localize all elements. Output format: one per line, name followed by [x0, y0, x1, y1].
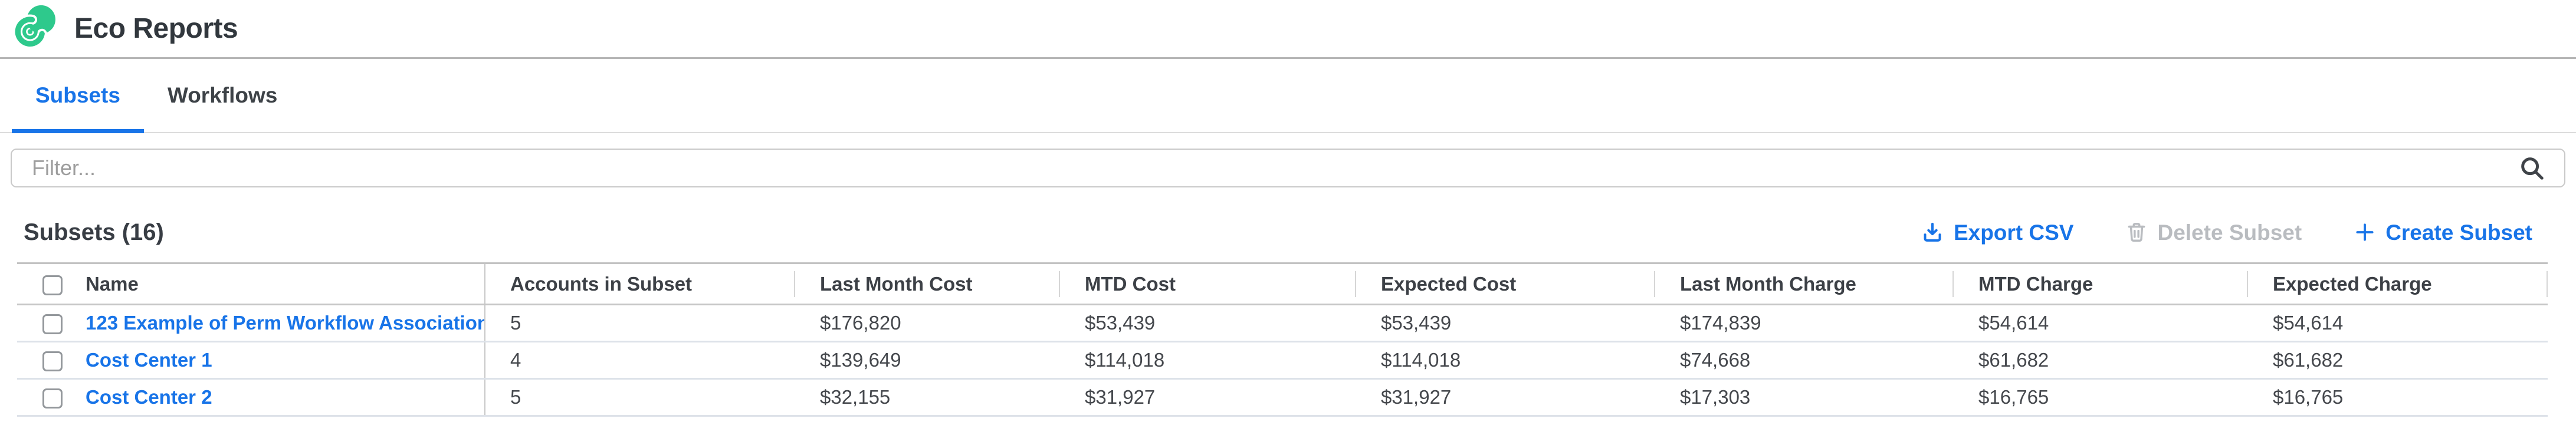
subset-name-cell: Cost Center 2: [74, 378, 485, 417]
search-icon: [2518, 154, 2545, 182]
table-cell: $114,018: [1356, 341, 1655, 380]
table-cell: $114,018: [1060, 341, 1356, 380]
column-header-last-month-cost[interactable]: Last Month Cost: [795, 263, 1060, 305]
table-cell: $31,927: [1356, 378, 1655, 417]
eco-logo-icon: [9, 4, 60, 54]
app-header: Eco Reports: [0, 0, 2576, 59]
row-checkbox-cell: [17, 341, 74, 380]
page-title: Eco Reports: [74, 13, 238, 44]
plus-icon: [2354, 221, 2376, 243]
select-all-checkbox[interactable]: [42, 275, 63, 295]
table-cell: $53,439: [1060, 304, 1356, 342]
column-header-mtd-cost[interactable]: MTD Cost: [1060, 263, 1356, 305]
table-cell: $61,682: [2248, 341, 2548, 380]
table-cell: 4: [485, 341, 795, 380]
export-csv-label: Export CSV: [1953, 220, 2074, 245]
trash-icon: [2125, 221, 2148, 243]
subsets-toolbar: Subsets (16) Export CSV De: [0, 218, 2576, 246]
table-row: Cost Center 1 4 $139,649 $114,018 $114,018 $7…: [17, 341, 2548, 380]
column-header-mtd-charge[interactable]: MTD Charge: [1954, 263, 2248, 305]
table-cell: $54,614: [2248, 304, 2548, 342]
subset-link[interactable]: Cost Center 1: [86, 349, 212, 371]
table-cell: $16,765: [1954, 378, 2248, 417]
delete-subset-button[interactable]: Delete Subset: [2125, 221, 2302, 243]
table-cell: $139,649: [795, 341, 1060, 380]
row-checkbox[interactable]: [42, 314, 63, 335]
toolbar-actions: Export CSV Delete Subset Create Subset: [1921, 220, 2532, 244]
column-header-accounts[interactable]: Accounts in Subset: [485, 263, 795, 305]
table-cell: $176,820: [795, 304, 1060, 342]
subset-name-cell: 123 Example of Perm Workflow Association: [74, 304, 485, 342]
table-cell: $16,765: [2248, 378, 2548, 417]
column-header-last-month-charge[interactable]: Last Month Charge: [1655, 263, 1954, 305]
row-checkbox-cell: [17, 378, 74, 417]
table-cell: 5: [485, 378, 795, 417]
table-cell: $32,155: [795, 378, 1060, 417]
tab-workflows[interactable]: Workflows: [167, 83, 278, 107]
filter-bar: [11, 149, 2565, 187]
export-csv-button[interactable]: Export CSV: [1921, 220, 2074, 245]
table-row: Cost Center 2 5 $32,155 $31,927 $31,927 $17,3…: [17, 378, 2548, 417]
subset-link[interactable]: 123 Example of Perm Workflow Association: [86, 312, 485, 334]
table-cell: $74,668: [1655, 341, 1954, 380]
table-cell: $31,927: [1060, 378, 1356, 417]
subsets-table: Name Accounts in Subset Last Month Cost …: [17, 262, 2576, 417]
subset-name-cell: Cost Center 1: [74, 341, 485, 380]
column-header-expected-charge[interactable]: Expected Charge: [2248, 263, 2548, 305]
tab-subsets[interactable]: Subsets: [12, 59, 144, 133]
tab-bar: Subsets Workflows: [0, 59, 2576, 133]
subset-link[interactable]: Cost Center 2: [86, 386, 212, 408]
table-cell: $53,439: [1356, 304, 1655, 342]
column-header-name[interactable]: Name: [74, 263, 485, 305]
create-subset-button[interactable]: Create Subset: [2354, 221, 2532, 243]
table-cell: 5: [485, 304, 795, 342]
column-header-expected-cost[interactable]: Expected Cost: [1356, 263, 1655, 305]
filter-input[interactable]: [11, 149, 2565, 187]
table-cell: $174,839: [1655, 304, 1954, 342]
table-cell: $17,303: [1655, 378, 1954, 417]
delete-subset-label: Delete Subset: [2157, 220, 2302, 245]
row-checkbox[interactable]: [42, 351, 63, 372]
row-checkbox-cell: [17, 304, 74, 342]
row-checkbox[interactable]: [42, 388, 63, 409]
table-header-row: Name Accounts in Subset Last Month Cost …: [17, 263, 2548, 305]
select-all-cell: [17, 263, 74, 305]
subsets-table-body: 123 Example of Perm Workflow Association…: [17, 304, 2548, 417]
table-row: 123 Example of Perm Workflow Association…: [17, 304, 2548, 342]
download-icon: [1921, 220, 1944, 244]
table-cell: $61,682: [1954, 341, 2248, 380]
table-cell: $54,614: [1954, 304, 2248, 342]
create-subset-label: Create Subset: [2385, 220, 2532, 245]
subsets-heading: Subsets (16): [24, 219, 164, 245]
